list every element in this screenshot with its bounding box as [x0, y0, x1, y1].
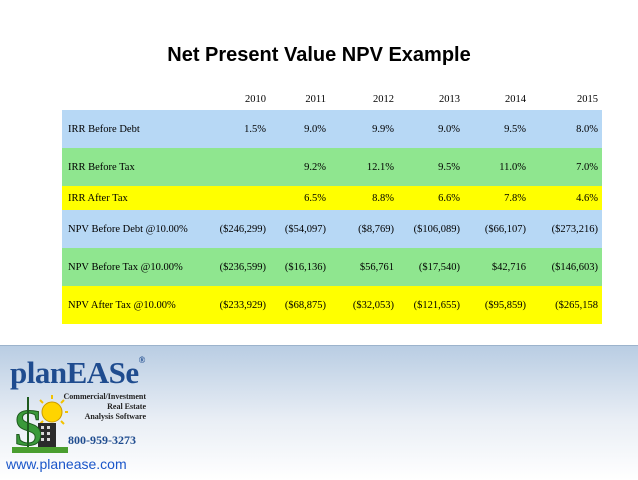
row-label: NPV Before Debt @10.00%: [68, 223, 188, 235]
table-cell: ($54,097): [284, 223, 326, 235]
table-cell: ($265,158: [555, 299, 598, 311]
table-cell: 9.5%: [504, 123, 526, 135]
dollar-sun-icon: S: [12, 395, 68, 453]
tagline-line: Analysis Software: [84, 412, 146, 421]
table-cell: 7.0%: [576, 161, 598, 173]
table-cell: ($106,089): [413, 223, 460, 235]
table-cell: 9.9%: [372, 123, 394, 135]
table-row: NPV Before Tax @10.00% ($236,599) ($16,1…: [62, 248, 602, 286]
table-cell: 9.0%: [438, 123, 460, 135]
table-cell: ($66,107): [484, 223, 526, 235]
table-cell: 6.5%: [304, 192, 326, 204]
table-cell: [202, 186, 270, 210]
table-cell: ($121,655): [413, 299, 460, 311]
year-header: 2015: [530, 88, 602, 110]
year-header: 2011: [270, 88, 330, 110]
logo-wordmark: planEASe®: [10, 355, 145, 391]
year-header: 2014: [464, 88, 530, 110]
footer-band: [0, 345, 638, 480]
phone-number: 800-959-3273: [68, 433, 136, 447]
table-cell: 4.6%: [576, 192, 598, 204]
table-cell: ($32,053): [352, 299, 394, 311]
table-cell: 7.8%: [504, 192, 526, 204]
table-cell: ($68,875): [284, 299, 326, 311]
table-cell: 9.0%: [304, 123, 326, 135]
row-label: NPV Before Tax @10.00%: [68, 261, 183, 273]
tagline-line: Commercial/Investment: [63, 392, 147, 401]
table-row: IRR Before Tax 9.2% 12.1% 9.5% 11.0% 7.0…: [62, 148, 602, 186]
table-row: NPV Before Debt @10.00% ($246,299) ($54,…: [62, 210, 602, 248]
table-header-row: 2010 2011 2012 2013 2014 2015: [62, 88, 602, 110]
table-cell: 9.2%: [304, 161, 326, 173]
tagline-line: Real Estate: [107, 402, 146, 411]
table-cell: 6.6%: [438, 192, 460, 204]
planease-logo: planEASe® Commercial/Investment Real Est…: [10, 355, 170, 455]
table-cell: ($16,136): [284, 261, 326, 273]
table-cell: 11.0%: [499, 161, 526, 173]
table-cell: ($8,769): [358, 223, 394, 235]
table-cell: ($17,540): [418, 261, 460, 273]
table-cell: 9.5%: [438, 161, 460, 173]
logo-name: planEASe: [10, 355, 139, 390]
table-cell: $42,716: [491, 261, 526, 273]
row-label: NPV After Tax @10.00%: [68, 299, 176, 311]
row-label: IRR Before Tax: [68, 161, 135, 173]
table-row: IRR Before Debt 1.5% 9.0% 9.9% 9.0% 9.5%…: [62, 110, 602, 148]
table-cell: $56,761: [359, 261, 394, 273]
page-title: Net Present Value NPV Example: [167, 44, 471, 66]
table-cell: [202, 148, 270, 186]
table-cell: ($246,299): [219, 223, 266, 235]
logo-tagline: Commercial/Investment Real Estate Analys…: [50, 392, 147, 422]
website-link[interactable]: www.planease.com: [6, 456, 127, 472]
registered-mark: ®: [138, 355, 146, 365]
npv-table: 2010 2011 2012 2013 2014 2015 IRR Before…: [62, 88, 602, 324]
table-cell: 8.0%: [576, 123, 598, 135]
table-cell: ($95,859): [484, 299, 526, 311]
table-cell: ($146,603): [551, 261, 598, 273]
table-row: IRR After Tax 6.5% 8.8% 6.6% 7.8% 4.6%: [62, 186, 602, 210]
year-header: 2010: [202, 88, 270, 110]
table-cell: 1.5%: [244, 123, 266, 135]
year-header: 2013: [398, 88, 464, 110]
row-label: IRR After Tax: [68, 192, 128, 204]
table-row: NPV After Tax @10.00% ($233,929) ($68,87…: [62, 286, 602, 324]
year-header: 2012: [330, 88, 398, 110]
table-cell: 8.8%: [372, 192, 394, 204]
row-label: IRR Before Debt: [68, 123, 140, 135]
table-cell: 12.1%: [366, 161, 394, 173]
table-cell: ($233,929): [219, 299, 266, 311]
header-empty-cell: [62, 88, 202, 110]
table-cell: ($273,216): [551, 223, 598, 235]
table-cell: ($236,599): [219, 261, 266, 273]
